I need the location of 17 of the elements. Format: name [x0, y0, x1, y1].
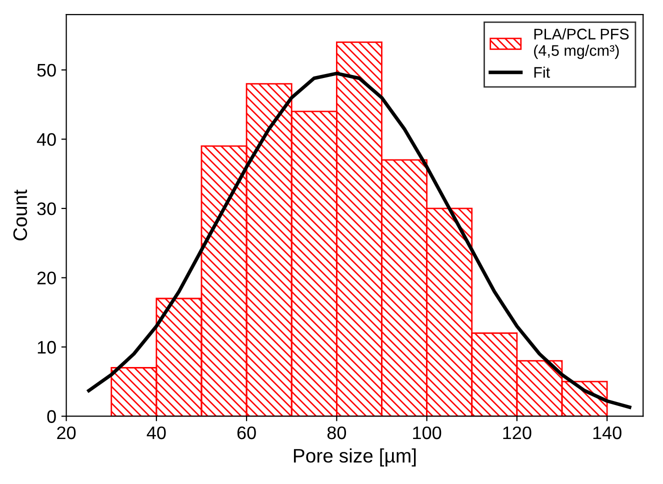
x-tick-label: 20 [57, 426, 76, 440]
x-tick-label: 100 [413, 426, 442, 440]
y-tick-label: 30 [37, 202, 56, 216]
y-axis-title: Count [13, 190, 28, 240]
x-tick-label: 120 [503, 426, 532, 440]
y-tick-label: 0 [47, 410, 56, 423]
x-tick-label: 140 [593, 426, 622, 440]
y-tick-label: 10 [38, 340, 56, 354]
legend-label: PLA/PCL PFS (4,5 mg/cm³) [534, 28, 629, 59]
x-tick-label: 40 [146, 426, 166, 440]
y-tick-label: 40 [36, 133, 56, 146]
x-tick-label: 60 [237, 426, 256, 440]
y-tick-label: 20 [37, 272, 56, 284]
y-tick-label: 50 [37, 64, 56, 77]
legend-label: Fit [534, 66, 550, 78]
x-axis-title: Pore size [µm] [294, 448, 416, 466]
x-tick-label: 80 [327, 426, 346, 440]
